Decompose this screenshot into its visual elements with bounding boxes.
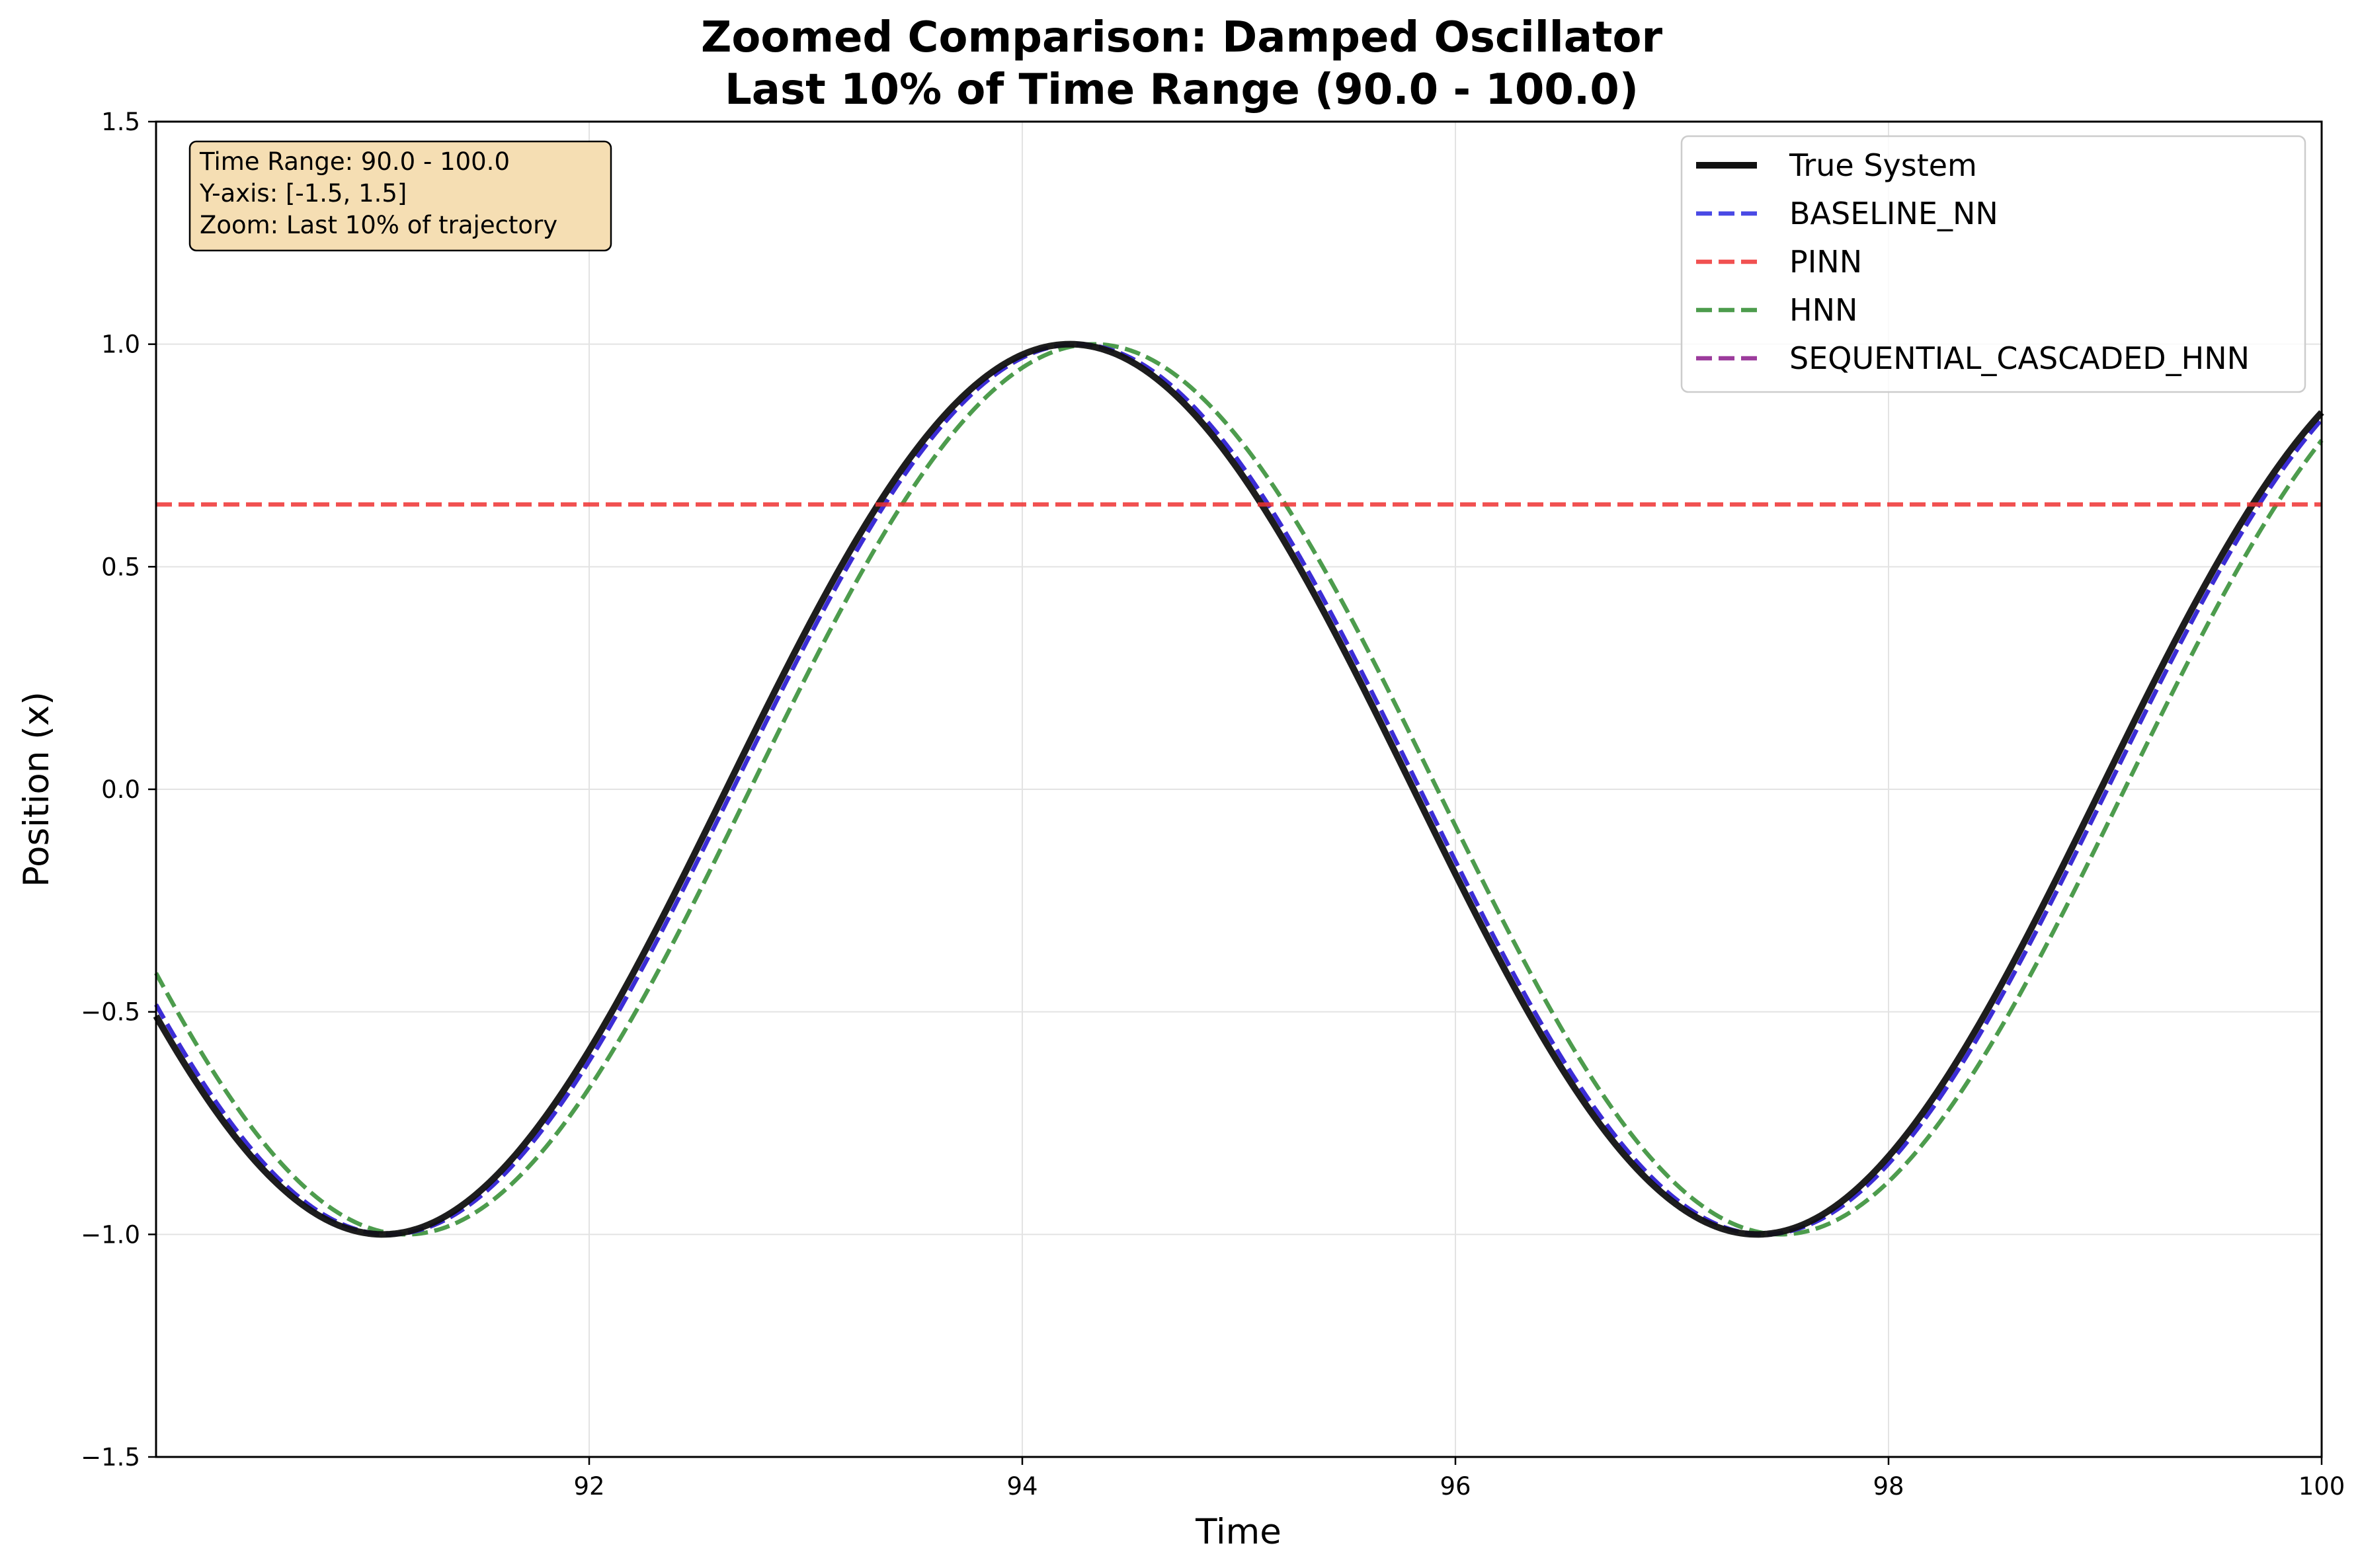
x-tick-label: 96: [1440, 1472, 1471, 1501]
legend-label: True System: [1789, 147, 1977, 183]
y-tick-label: 1.5: [101, 108, 140, 136]
series-line-baseline-nn: [154, 342, 2324, 1237]
info-line-time-range: Time Range: 90.0 - 100.0: [199, 147, 510, 176]
y-tick-label: 0.5: [101, 553, 140, 581]
plot-lines: [153, 340, 2324, 1238]
legend-item: PINN: [1696, 244, 1862, 280]
info-line-y-axis: Y-axis: [-1.5, 1.5]: [199, 179, 407, 208]
y-tick-label: 1.0: [101, 331, 140, 359]
legend-item: True System: [1696, 147, 1977, 183]
legend: True System BASELINE_NN PINN HNN SEQUENTIAL_…: [1680, 135, 2306, 393]
legend-label: HNN: [1789, 292, 1857, 328]
y-tick-label: −1.0: [81, 1220, 140, 1249]
x-tick-label: 98: [1873, 1472, 1904, 1501]
legend-frame: [1680, 135, 2306, 393]
y-tick-label: −1.5: [81, 1443, 140, 1471]
legend-item: SEQUENTIAL_CASCADED_HNN: [1696, 340, 2250, 376]
axis-ticks: 92 94 96 98 100 −1.5 −1.0 −0.5 0.0 0.5 1.0 1.5: [81, 108, 2345, 1501]
info-box: Time Range: 90.0 - 100.0 Y-axis: [-1.5, …: [188, 140, 612, 252]
legend-label: PINN: [1789, 244, 1862, 280]
x-tick-label: 92: [573, 1472, 604, 1501]
legend-item: BASELINE_NN: [1696, 196, 1998, 231]
y-tick-label: −0.5: [81, 998, 140, 1027]
legend-label: BASELINE_NN: [1789, 196, 1998, 231]
x-axis-label: Time: [1195, 1512, 1282, 1552]
x-tick-label: 100: [2299, 1472, 2345, 1501]
series-line-hnn: [154, 342, 2324, 1237]
chart-subtitle: Last 10% of Time Range (90.0 - 100.0): [725, 65, 1639, 114]
y-tick-label: 0.0: [101, 775, 140, 804]
legend-item: HNN: [1696, 292, 1857, 328]
series-line-true-system: [153, 340, 2324, 1238]
info-line-zoom: Zoom: Last 10% of trajectory: [200, 211, 557, 239]
chart-title: Zoomed Comparison: Damped Oscillator: [701, 13, 1662, 62]
info-box-background: [188, 140, 612, 252]
x-tick-label: 94: [1006, 1472, 1038, 1501]
y-axis-label: Position (x): [17, 691, 57, 887]
legend-label: SEQUENTIAL_CASCADED_HNN: [1789, 340, 2250, 376]
